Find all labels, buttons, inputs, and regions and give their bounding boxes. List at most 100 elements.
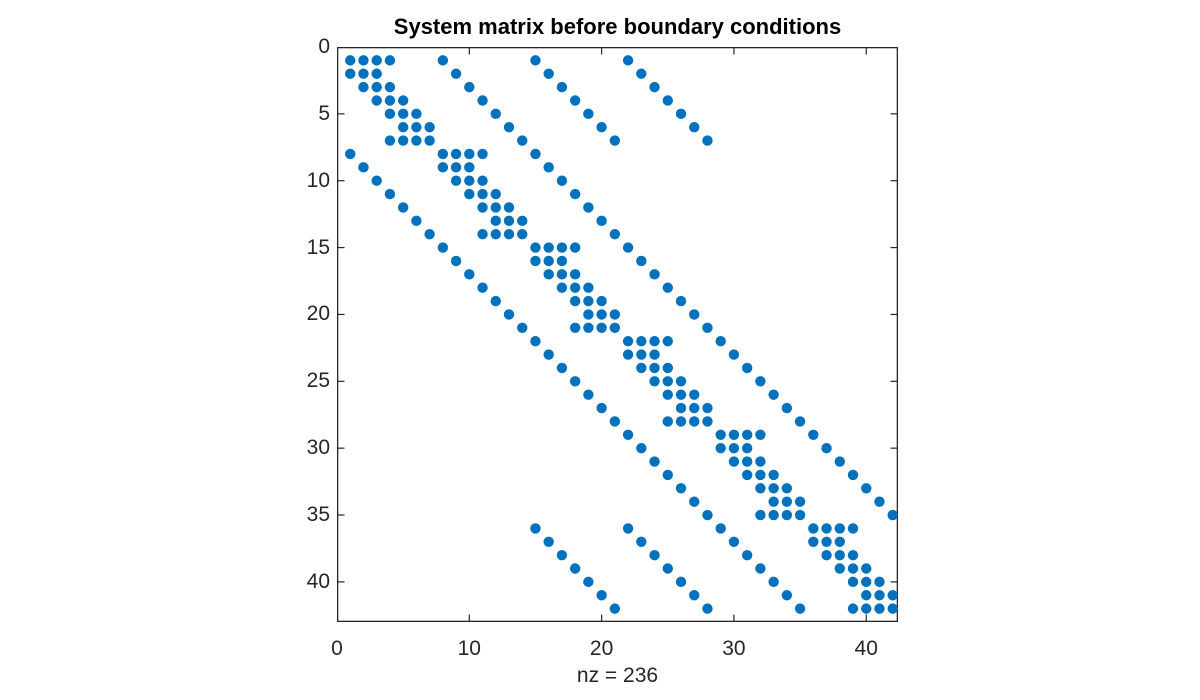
- nonzero-marker: [583, 309, 594, 320]
- nonzero-marker: [887, 590, 898, 601]
- nonzero-marker: [662, 389, 673, 400]
- nonzero-marker: [834, 563, 845, 574]
- nonzero-marker: [530, 55, 541, 66]
- nonzero-marker: [596, 590, 607, 601]
- nonzero-marker: [728, 536, 740, 547]
- nonzero-marker: [808, 536, 819, 547]
- nonzero-marker: [887, 509, 898, 521]
- nonzero-marker: [345, 148, 356, 160]
- nonzero-marker: [649, 349, 660, 360]
- nonzero-marker: [569, 376, 581, 387]
- nonzero-marker: [649, 549, 660, 561]
- nonzero-marker: [609, 322, 621, 334]
- nonzero-marker: [517, 229, 528, 240]
- nonzero-marker: [715, 442, 726, 454]
- nonzero-marker: [371, 68, 382, 79]
- y-tick-label: 0: [318, 35, 330, 58]
- nonzero-marker: [728, 456, 740, 467]
- nonzero-marker: [450, 148, 462, 160]
- nonzero-marker: [768, 483, 779, 494]
- nonzero-marker: [702, 509, 713, 521]
- nonzero-marker: [794, 416, 806, 427]
- y-tick-label: 15: [306, 235, 330, 259]
- nonzero-marker: [596, 309, 607, 320]
- nonzero-marker: [464, 175, 475, 186]
- nonzero-marker: [781, 496, 793, 507]
- nonzero-marker: [384, 108, 396, 120]
- nonzero-marker: [596, 215, 607, 227]
- nonzero-marker: [583, 108, 594, 120]
- nonzero-marker: [834, 456, 845, 467]
- x-tick-label: 30: [722, 637, 746, 660]
- nonzero-marker: [741, 469, 753, 481]
- nonzero-marker: [583, 576, 594, 588]
- nonzero-marker: [794, 509, 806, 521]
- nonzero-marker: [834, 523, 845, 534]
- nonzero-marker: [768, 576, 779, 588]
- nonzero-marker: [609, 309, 621, 320]
- nonzero-marker: [662, 335, 673, 347]
- nonzero-marker: [662, 469, 673, 481]
- nonzero-marker: [543, 68, 554, 79]
- nonzero-marker: [371, 81, 382, 93]
- nonzero-marker: [636, 362, 647, 374]
- nonzero-marker: [477, 202, 488, 213]
- nonzero-marker: [715, 335, 726, 347]
- nonzero-marker: [689, 590, 700, 601]
- nonzero-marker: [556, 549, 568, 561]
- nonzero-marker: [569, 95, 581, 106]
- nonzero-marker: [569, 282, 581, 293]
- nonzero-marker: [622, 242, 634, 253]
- nonzero-marker: [424, 135, 435, 146]
- nonzero-marker: [543, 536, 554, 547]
- nonzero-marker: [490, 188, 501, 200]
- nonzero-marker: [609, 603, 621, 614]
- nonzero-marker: [755, 483, 766, 494]
- y-tick-label: 20: [306, 302, 330, 326]
- nonzero-marker: [490, 295, 501, 307]
- nonzero-marker: [847, 469, 859, 481]
- nonzero-marker: [755, 456, 766, 467]
- nonzero-marker: [464, 148, 475, 160]
- nonzero-marker: [861, 483, 872, 494]
- nonzero-marker: [834, 549, 845, 561]
- nonzero-marker: [503, 229, 515, 240]
- nonzero-marker: [530, 523, 541, 534]
- nonzero-marker: [689, 402, 700, 414]
- nonzero-marker: [556, 81, 568, 93]
- nonzero-marker: [741, 456, 753, 467]
- nonzero-marker: [437, 242, 449, 253]
- nonzero-marker: [887, 603, 898, 614]
- nonzero-marker: [702, 603, 713, 614]
- nonzero-marker: [821, 523, 832, 534]
- nonzero-marker: [861, 603, 872, 614]
- nonzero-marker: [530, 242, 541, 253]
- nonzero-marker: [596, 322, 607, 334]
- nonzero-marker: [384, 95, 396, 106]
- nonzero-marker: [556, 282, 568, 293]
- nonzero-marker: [543, 242, 554, 253]
- nonzero-marker: [649, 269, 660, 280]
- nonzero-marker: [689, 496, 700, 507]
- nonzero-marker: [517, 322, 528, 334]
- nonzero-marker: [675, 108, 687, 120]
- nonzero-marker: [583, 322, 594, 334]
- x-axis-label: nz = 236: [576, 664, 659, 687]
- nonzero-marker: [861, 576, 872, 588]
- nonzero-marker: [464, 269, 475, 280]
- nonzero-marker: [424, 122, 435, 133]
- nonzero-marker: [675, 295, 687, 307]
- nonzero-marker: [834, 536, 845, 547]
- nonzero-marker: [741, 442, 753, 454]
- nonzero-marker: [490, 202, 501, 213]
- nonzero-marker: [741, 362, 753, 374]
- nonzero-marker: [596, 122, 607, 133]
- nonzero-marker: [636, 536, 647, 547]
- nonzero-marker: [609, 416, 621, 427]
- nonzero-marker: [477, 148, 488, 160]
- nonzero-marker: [371, 175, 382, 186]
- nonzero-marker: [371, 55, 382, 66]
- nonzero-marker: [397, 202, 409, 213]
- nonzero-marker: [397, 95, 409, 106]
